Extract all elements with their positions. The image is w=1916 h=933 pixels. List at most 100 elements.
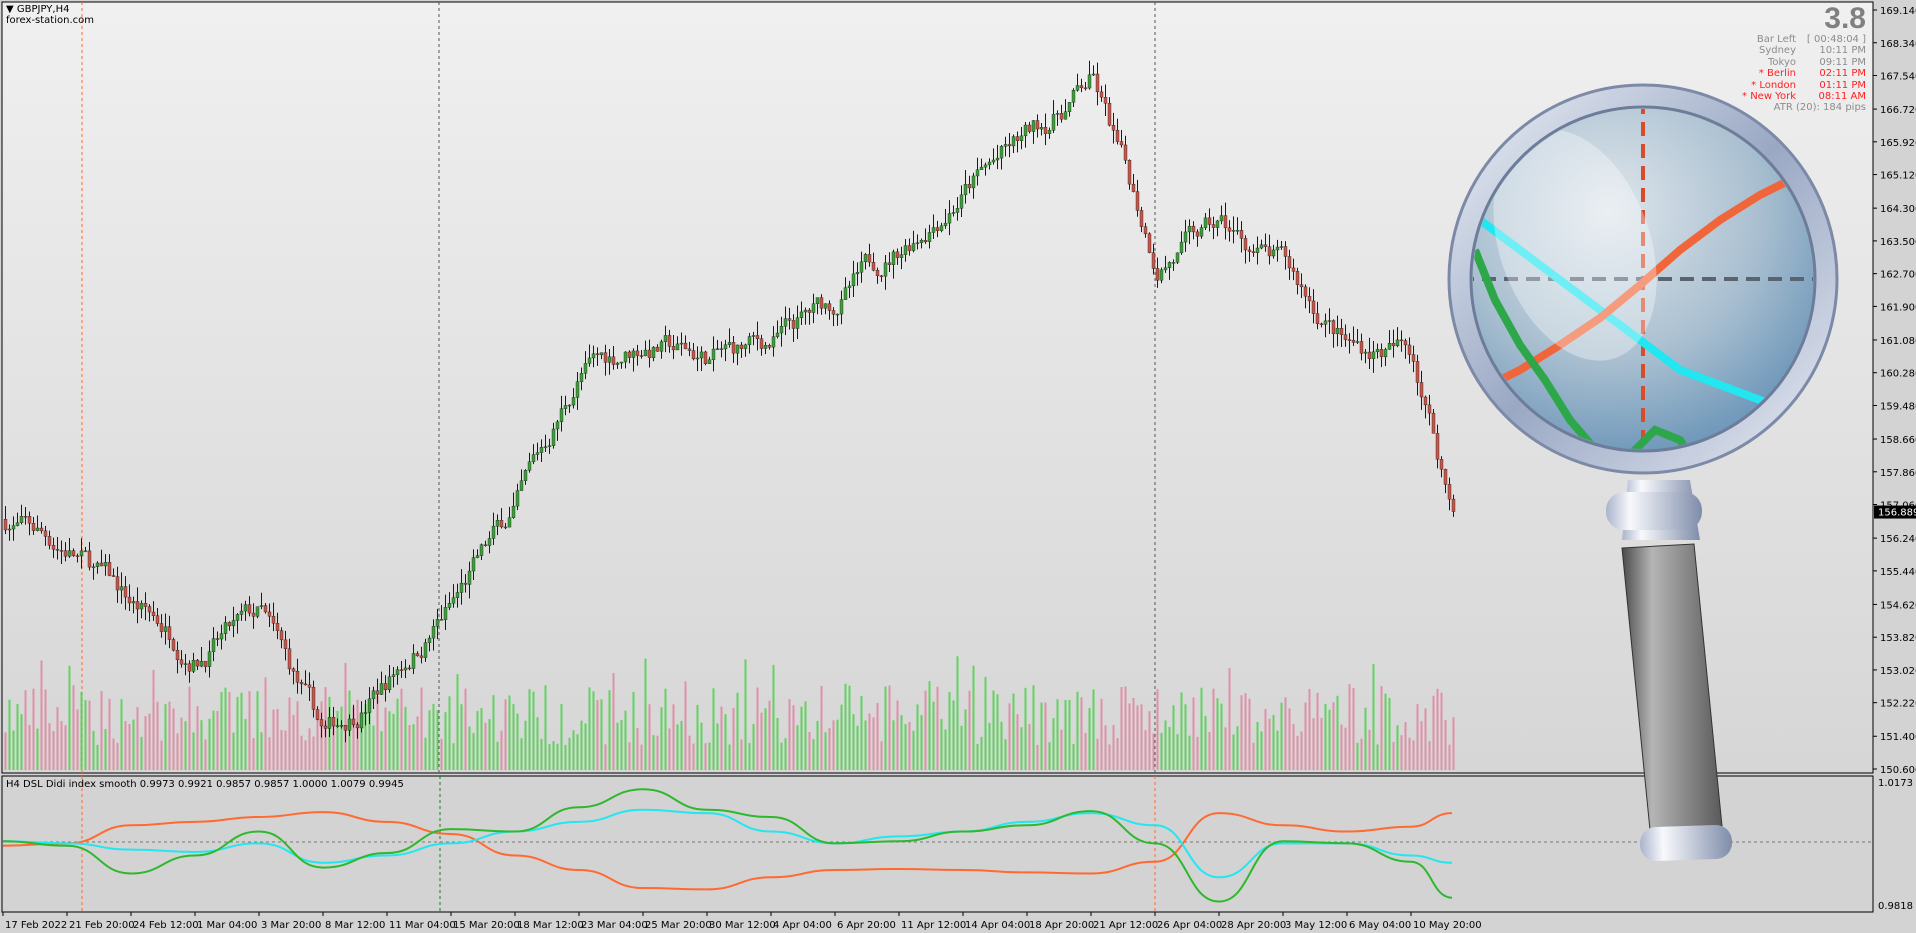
volume-bar (1376, 744, 1379, 770)
bear-candle (271, 616, 276, 624)
price-label: 150.600 (1880, 765, 1916, 776)
volume-bar (824, 732, 827, 770)
info-row: * Berlin 02:11 PM (1706, 68, 1866, 79)
volume-bar (428, 710, 431, 770)
indicator-panel[interactable] (1, 775, 1874, 913)
volume-bar (216, 710, 219, 770)
bear-candle (1451, 498, 1456, 512)
info-value: [ 00:48:04 ] (1806, 34, 1866, 45)
bull-candle (455, 592, 460, 598)
volume-bar (1276, 730, 1279, 770)
volume-bar (1312, 718, 1315, 770)
volume-bar (752, 723, 755, 770)
volume-bar (1208, 732, 1211, 770)
volume-bar (908, 721, 911, 770)
volume-bar (140, 736, 143, 770)
bull-candle (443, 607, 448, 620)
volume-bar (880, 741, 883, 770)
volume-bar (932, 701, 935, 770)
bear-candle (187, 663, 192, 672)
bear-candle (319, 719, 324, 727)
bear-candle (687, 348, 692, 351)
bear-candle (107, 562, 112, 576)
volume-bar (1240, 695, 1243, 770)
bear-candle (1143, 226, 1148, 235)
bear-candle (1291, 267, 1296, 272)
volume-bar (900, 715, 903, 770)
bull-candle (15, 522, 20, 526)
volume-bar (992, 690, 995, 770)
bull-candle (955, 208, 960, 213)
bull-candle (615, 362, 620, 365)
bear-candle (463, 582, 468, 585)
symbol-header[interactable]: ▼ GBPJPY,H4 forex-station.com (6, 4, 94, 26)
volume-bar (448, 696, 451, 770)
volume-bar (384, 707, 387, 770)
bear-candle (307, 684, 312, 688)
bull-candle (651, 346, 656, 358)
volume-bar (736, 692, 739, 770)
bull-candle (839, 299, 844, 315)
bull-candle (847, 285, 852, 288)
bear-candle (1447, 484, 1452, 500)
volume-bar (1308, 688, 1311, 770)
volume-bar (276, 708, 279, 770)
dropdown-triangle-icon[interactable]: ▼ (6, 4, 14, 15)
volume-bar (524, 720, 527, 770)
bull-candle (947, 213, 952, 224)
volume-bar (1372, 664, 1375, 770)
volume-bar (268, 737, 271, 770)
volume-bar (1368, 729, 1371, 770)
volume-bar (1356, 742, 1359, 770)
price-label: 161.900 (1880, 302, 1916, 313)
volume-bar (16, 703, 19, 770)
volume-bar (1420, 721, 1423, 770)
volume-bar (1412, 740, 1415, 770)
volume-bar (1136, 705, 1139, 770)
price-label: 166.720 (1880, 105, 1916, 116)
bear-candle (47, 536, 52, 546)
volume-bar (600, 699, 603, 770)
time-label: 17 Feb 2022 (5, 920, 67, 931)
bear-candle (1295, 271, 1300, 285)
bear-candle (671, 346, 676, 351)
bull-candle (747, 336, 752, 346)
volume-bar (1192, 697, 1195, 770)
volume-bar (1056, 699, 1059, 770)
volume-bar (152, 669, 155, 770)
bull-candle (1047, 130, 1052, 134)
price-label: 154.620 (1880, 600, 1916, 611)
price-axis[interactable]: 169.140 168.340 167.540 166.720 165.920 165.1… (1873, 6, 1916, 776)
bull-candle (727, 342, 732, 345)
bull-candle (1231, 230, 1236, 232)
bear-candle (315, 709, 320, 720)
volume-bar (264, 677, 267, 770)
volume-bar (864, 720, 867, 770)
volume-bar (692, 743, 695, 770)
volume-bar (632, 691, 635, 770)
volume-bar (420, 687, 423, 770)
bull-candle (119, 586, 124, 591)
volume-bar (536, 717, 539, 770)
volume-bar (528, 689, 531, 770)
volume-bar (616, 722, 619, 770)
bull-candle (999, 146, 1004, 159)
bear-candle (819, 297, 824, 309)
volume-bar (716, 723, 719, 770)
time-label: 28 Apr 20:00 (1221, 920, 1286, 931)
volume-bar (424, 737, 427, 770)
bull-candle (231, 620, 236, 627)
volume-bar (948, 692, 951, 770)
volume-bar (304, 740, 307, 770)
volume-bar (1144, 730, 1147, 770)
bear-candle (283, 639, 288, 649)
bull-candle (775, 332, 780, 337)
volume-bar (1084, 733, 1087, 770)
volume-bar (296, 701, 299, 770)
bear-candle (399, 669, 404, 671)
volume-bar (1232, 734, 1235, 770)
bear-candle (303, 683, 308, 686)
indicator-line (2, 811, 1453, 891)
